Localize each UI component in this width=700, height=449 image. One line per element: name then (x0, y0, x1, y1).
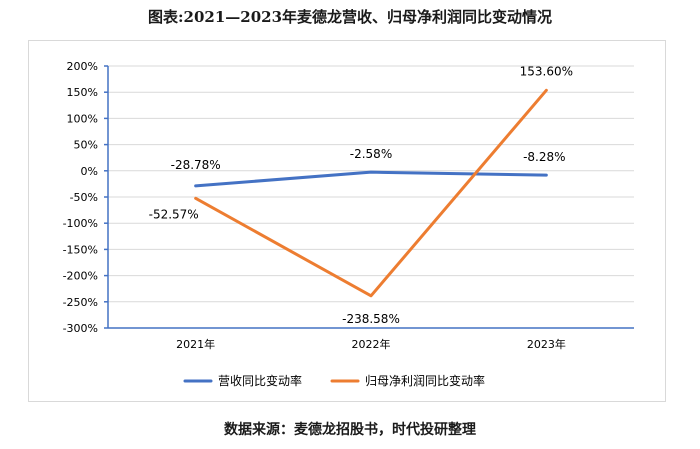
data-label: -28.78% (171, 158, 221, 172)
axes: 200% 150% 100% 50% 0% -50% -100% -150% -200% -250… (63, 60, 634, 351)
series-lines (194, 88, 548, 298)
y-tick-label: 50% (74, 139, 98, 152)
x-tick-label: 2021年 (176, 337, 215, 351)
gridlines (108, 65, 634, 303)
data-label: -8.28% (523, 150, 565, 164)
x-tick-label: 2022年 (352, 337, 391, 351)
legend-label-2: 归母净利润同比变动率 (365, 373, 485, 388)
series-line-1 (194, 170, 548, 188)
y-tick-label: -250% (63, 296, 98, 309)
y-tick-label: -100% (63, 217, 98, 230)
chart-title: 图表:2021—2023年麦德龙营收、归母净利润同比变动情况 (147, 8, 553, 26)
legend-label-1: 营收同比变动率 (218, 373, 302, 388)
y-tick-label: -200% (63, 270, 98, 283)
chart-container (28, 40, 666, 402)
y-tick-label: -300% (63, 322, 98, 335)
data-label: -2.58% (350, 147, 392, 161)
data-labels: -28.78% -2.58% -8.28% -52.57% -238.58% 153.60… (149, 64, 573, 326)
y-tick-label: 200% (67, 60, 98, 73)
y-tick-label: 0% (81, 165, 98, 178)
y-tick-label: -50% (70, 191, 98, 204)
y-tick-label: 150% (67, 86, 98, 99)
data-label: -238.58% (342, 312, 400, 326)
data-label: 153.60% (520, 64, 573, 78)
source-note: 数据来源：麦德龙招股书，时代投研整理 (224, 422, 476, 438)
y-tick-label: -150% (63, 243, 98, 256)
legend: 营收同比变动率 归母净利润同比变动率 (183, 373, 485, 388)
series-line-2 (194, 88, 548, 298)
y-tick-label: 100% (67, 112, 98, 125)
x-tick-label: 2023年 (527, 337, 566, 351)
data-label: -52.57% (149, 207, 199, 221)
